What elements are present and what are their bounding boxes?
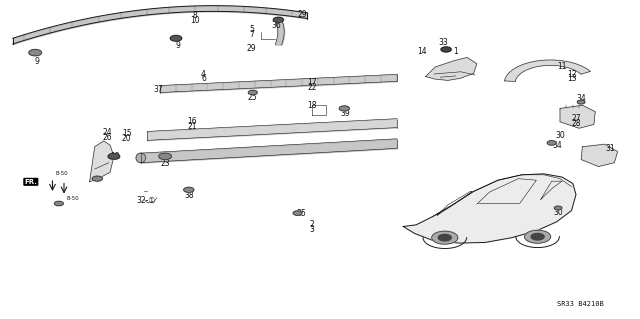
Text: FR.: FR.	[24, 179, 37, 185]
Ellipse shape	[136, 153, 146, 163]
Text: 23: 23	[160, 159, 170, 168]
Text: 38: 38	[184, 191, 194, 200]
Circle shape	[438, 234, 451, 241]
Text: 27: 27	[571, 114, 581, 123]
Polygon shape	[403, 174, 576, 243]
Text: 26: 26	[102, 133, 113, 142]
Text: 31: 31	[605, 144, 615, 153]
Text: 22: 22	[308, 83, 317, 92]
Text: 7: 7	[249, 30, 254, 39]
Text: 34: 34	[552, 141, 562, 150]
Text: 2: 2	[310, 220, 315, 229]
Circle shape	[339, 106, 349, 111]
Text: 17: 17	[307, 78, 317, 87]
Circle shape	[577, 100, 585, 104]
Circle shape	[293, 211, 302, 215]
Text: 14: 14	[417, 47, 428, 56]
Circle shape	[441, 47, 451, 52]
Text: 24: 24	[102, 128, 113, 137]
Text: 19: 19	[110, 152, 120, 161]
Text: 6: 6	[201, 74, 206, 83]
Circle shape	[432, 231, 458, 244]
Text: 36: 36	[271, 21, 282, 30]
Polygon shape	[426, 57, 477, 80]
Text: 16: 16	[187, 117, 197, 126]
Text: SR33 B4210B: SR33 B4210B	[557, 301, 604, 307]
Text: 39: 39	[340, 109, 351, 118]
Circle shape	[92, 176, 102, 181]
Text: 3: 3	[310, 225, 315, 234]
Polygon shape	[560, 105, 595, 128]
Text: 13: 13	[566, 74, 577, 83]
Circle shape	[108, 153, 120, 159]
Circle shape	[29, 49, 42, 56]
Text: 25: 25	[248, 93, 258, 102]
Circle shape	[525, 230, 550, 243]
Text: 35: 35	[296, 209, 306, 218]
Text: 9: 9	[35, 57, 40, 66]
Text: 11: 11	[557, 63, 566, 71]
Text: 12: 12	[567, 70, 576, 78]
Text: 30: 30	[553, 208, 563, 217]
Polygon shape	[581, 144, 618, 167]
Text: 37: 37	[154, 85, 164, 94]
Polygon shape	[504, 60, 590, 81]
Text: 5: 5	[249, 25, 254, 34]
Ellipse shape	[108, 155, 120, 159]
Text: 21: 21	[188, 122, 196, 130]
Text: 4: 4	[201, 70, 206, 78]
Text: B-50: B-50	[67, 196, 79, 201]
Text: 30: 30	[555, 131, 565, 140]
Text: 29: 29	[246, 44, 256, 53]
Text: 32-①: 32-①	[136, 197, 156, 205]
Circle shape	[531, 234, 544, 240]
Text: 15: 15	[122, 130, 132, 138]
Text: 1: 1	[453, 47, 458, 56]
Circle shape	[554, 206, 562, 210]
Text: 8: 8	[193, 11, 198, 20]
Text: 29: 29	[297, 10, 307, 19]
Circle shape	[273, 17, 284, 22]
Circle shape	[184, 187, 194, 192]
Text: 34: 34	[576, 94, 586, 103]
Circle shape	[159, 153, 172, 160]
Circle shape	[54, 201, 63, 206]
Polygon shape	[90, 141, 114, 182]
Text: 28: 28	[572, 119, 580, 128]
Text: 10: 10	[190, 16, 200, 25]
Text: 9: 9	[175, 41, 180, 50]
Text: B-50: B-50	[55, 171, 68, 176]
Text: 18: 18	[308, 101, 317, 110]
Circle shape	[170, 35, 182, 41]
Text: 33: 33	[438, 38, 449, 47]
Text: 20: 20	[122, 134, 132, 143]
Circle shape	[547, 141, 556, 145]
Circle shape	[248, 90, 257, 95]
